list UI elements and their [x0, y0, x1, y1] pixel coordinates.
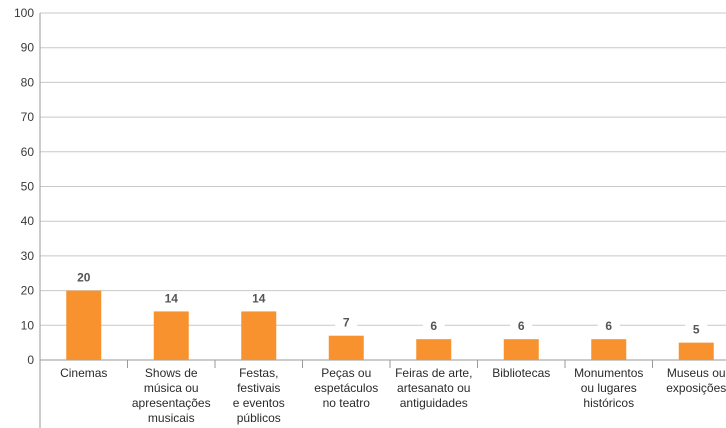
y-tick-label-80: 80	[21, 75, 35, 89]
x-tick-label-1: Shows de música ou apresentações musicais	[132, 366, 211, 425]
bar-0	[66, 290, 102, 360]
bar-7	[678, 342, 714, 360]
value-label-background	[422, 319, 445, 334]
value-label-3: 7	[343, 316, 350, 330]
y-tick-label-100: 100	[14, 6, 34, 20]
x-tick-label-2: Festas, festivais e eventos públicos	[233, 366, 285, 425]
axes: 0 10 20 30 40 50 60 70 80 90 100	[14, 6, 726, 428]
y-tick-label-30: 30	[21, 249, 35, 263]
x-tick-label-7: Museus ou exposições	[666, 366, 726, 395]
x-tick-label-4: Feiras de arte, artesanato ou antiguidades	[395, 366, 472, 410]
value-label-background	[68, 270, 99, 285]
bar-1	[153, 311, 189, 360]
bar-6	[591, 339, 627, 360]
value-label-7: 5	[693, 323, 700, 337]
x-tick-label-3: Peças ou espetáculos no teatro	[314, 366, 378, 410]
x-tick-label-0: Cinemas	[60, 366, 107, 380]
value-label-background	[335, 315, 358, 330]
value-label-background	[510, 319, 533, 334]
y-tick-label-70: 70	[21, 110, 35, 124]
bar-3	[328, 335, 364, 360]
value-label-6: 6	[605, 319, 612, 333]
value-label-background	[243, 291, 274, 306]
bars	[66, 290, 714, 360]
value-label-background	[156, 291, 187, 306]
gridlines	[40, 12, 726, 326]
bar-5	[503, 339, 539, 360]
category-labels: Cinemas Shows de música ou apresentações mus…	[60, 366, 726, 425]
value-label-background	[685, 322, 708, 337]
value-label-5: 6	[518, 319, 525, 333]
value-label-background	[597, 319, 620, 334]
value-label-4: 6	[430, 319, 437, 333]
y-tick-label-40: 40	[21, 214, 35, 228]
value-label-0: 20	[77, 271, 91, 285]
x-tick-label-5: Bibliotecas	[492, 366, 550, 380]
x-tick-label-6: Monumentos ou lugares históricos	[574, 366, 643, 410]
bar-2	[241, 311, 277, 360]
y-tick-label-10: 10	[21, 318, 35, 332]
value-label-2: 14	[252, 291, 266, 305]
bar-4	[416, 339, 452, 360]
y-tick-label-20: 20	[21, 284, 35, 298]
y-tick-label-60: 60	[21, 145, 35, 159]
value-label-1: 14	[165, 291, 179, 305]
value-labels: 20 14 14 7 6 6 6 5	[68, 270, 708, 337]
y-tick-label-50: 50	[21, 180, 35, 194]
y-tick-label-90: 90	[21, 41, 35, 55]
y-tick-label-0: 0	[27, 353, 34, 367]
